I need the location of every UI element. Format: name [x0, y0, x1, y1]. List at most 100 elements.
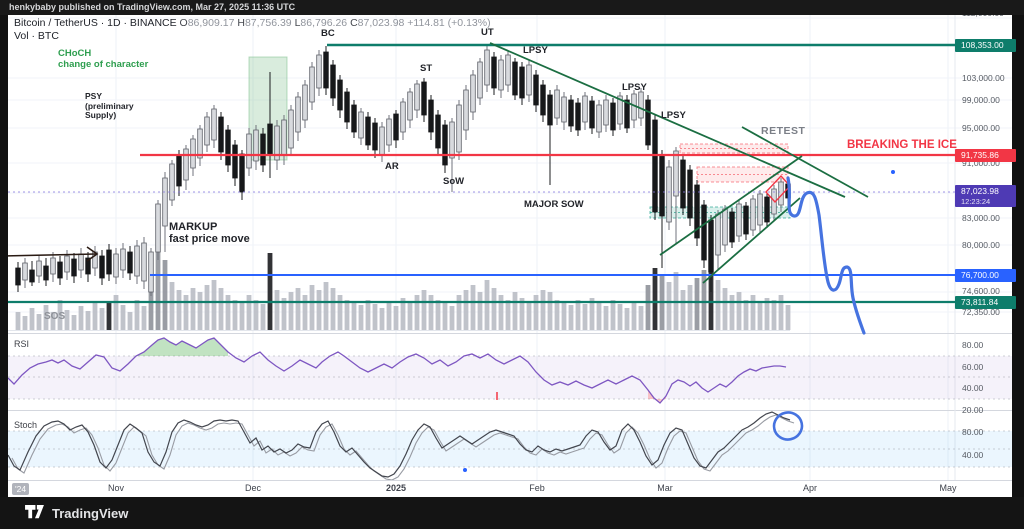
volume-bar [603, 306, 609, 330]
candle-body [701, 204, 707, 261]
volume-bar [414, 295, 420, 330]
candle-body [190, 138, 196, 169]
volume-bar [568, 305, 574, 330]
volume-bar [610, 300, 616, 330]
candle-body [141, 242, 147, 282]
candle-body [750, 198, 756, 231]
volume-bar [106, 302, 112, 330]
volume-bar [645, 285, 651, 330]
candle-body [680, 159, 686, 209]
volume-bar [624, 308, 630, 330]
volume-bar [239, 302, 245, 330]
volume-bar [400, 298, 406, 330]
price-axis[interactable]: 112,000.00103,000.0099,000.0095,000.0091… [955, 8, 1016, 480]
candle-body [113, 253, 119, 278]
candle-body [302, 84, 308, 121]
time-axis[interactable]: '24 Nov Dec 2025 Feb Mar Apr May [8, 480, 1012, 498]
symbol-title[interactable]: Bitcoin / TetherUS · 1D · BINANCE [14, 17, 177, 29]
candle-body [253, 129, 259, 162]
volume-bar [680, 290, 686, 330]
candle-body [316, 54, 322, 89]
arrow-line[interactable] [1, 253, 97, 257]
candle-body [106, 249, 112, 275]
volume-bar [757, 302, 763, 330]
candle-body [722, 208, 728, 246]
trend-line[interactable] [489, 42, 846, 198]
current-price-tag: 87,023.98 12:23:24 [955, 185, 1016, 207]
candle-body [351, 104, 357, 133]
candle-body [575, 102, 581, 131]
volume-bar [540, 290, 546, 330]
volume-bar [547, 292, 553, 330]
candle-body [183, 148, 189, 181]
volume-bar [155, 245, 161, 330]
volume-study-label[interactable]: Vol · BTC [14, 30, 59, 42]
price-tick-label: 74,600.00 [962, 286, 1000, 296]
candle-body [659, 154, 665, 217]
candle-body [435, 114, 441, 149]
tradingview-logo[interactable] [25, 504, 44, 522]
volume-bar [22, 316, 28, 330]
price-level-tag: 91,735.86 [955, 148, 1016, 162]
volume-bar [715, 280, 721, 330]
candle-body [463, 89, 469, 131]
candle-body [498, 59, 504, 91]
candle-body [617, 95, 623, 125]
candle-body [211, 108, 217, 141]
right-frame [1012, 14, 1024, 497]
volume-bar [505, 300, 511, 330]
volume-bar [358, 305, 364, 330]
volume-bar [78, 306, 84, 330]
rsi-tick-label: 60.00 [962, 362, 984, 372]
time-tick-label: 2025 [385, 483, 407, 493]
change-value: +114.81 (+0.13%) [407, 17, 491, 29]
candle-body [29, 269, 35, 283]
trend-line[interactable] [659, 155, 803, 256]
candle-body [708, 219, 714, 273]
candle-body [274, 125, 280, 161]
candle-body [330, 64, 336, 99]
trend-line[interactable] [741, 126, 869, 198]
volume-bar [631, 302, 637, 330]
rsi-tick-label: 80.00 [962, 340, 984, 350]
candle-body [218, 116, 224, 153]
candle-body [540, 84, 546, 116]
stoch-highlight-circle[interactable] [771, 410, 804, 442]
symbol-legend[interactable]: Bitcoin / TetherUS · 1D · BINANCE O86,90… [14, 17, 491, 43]
trend-line[interactable] [702, 197, 801, 284]
candle-body [673, 150, 679, 197]
volume-bar [162, 260, 168, 330]
volume-bar [267, 253, 273, 330]
candle-body [638, 91, 644, 119]
candle-body [169, 163, 175, 201]
volume-bar [141, 306, 147, 330]
volume-bar [274, 290, 280, 330]
stoch-tick-label: 40.00 [962, 450, 984, 460]
volume-bar [526, 302, 532, 330]
volume-bar [575, 300, 581, 330]
volume-bar [694, 278, 700, 330]
price-tick-label: 95,000.00 [962, 123, 1000, 133]
volume-bar [246, 295, 252, 330]
projection-path[interactable] [786, 176, 866, 335]
price-level-tag: 108,353.00 [955, 38, 1016, 52]
volume-bar [491, 288, 497, 330]
candle-body [372, 122, 378, 151]
price-tick-label: 80,000.00 [962, 240, 1000, 250]
volume-bar [50, 312, 56, 330]
volume-bar [43, 305, 49, 330]
candle-body [246, 133, 252, 169]
volume-bar [750, 295, 756, 330]
volume-bar [64, 310, 70, 330]
volume-bar [344, 300, 350, 330]
symbol-ohlc-row: Bitcoin / TetherUS · 1D · BINANCE O86,90… [14, 17, 491, 30]
footer-brand[interactable]: TradingView [52, 505, 129, 521]
volume-bar [722, 288, 728, 330]
candle-body [64, 255, 70, 273]
stoch-k-line [7, 411, 791, 478]
volume-bar [687, 285, 693, 330]
publish-bar: henkybaby published on TradingView.com, … [0, 0, 1024, 15]
volume-bar [743, 300, 749, 330]
volume-bar [295, 288, 301, 330]
